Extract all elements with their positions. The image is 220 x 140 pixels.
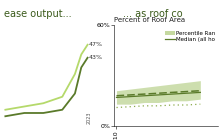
Text: ... as roof co: ... as roof co [123,9,183,19]
Text: 47%: 47% [89,42,103,47]
Text: 2023: 2023 [87,112,92,124]
Text: ease output...: ease output... [4,9,72,19]
Legend: Percentile Ran, Median (all ho: Percentile Ran, Median (all ho [164,30,216,43]
Text: 43%: 43% [89,55,103,60]
Text: Percent of Roof Area: Percent of Roof Area [114,17,185,23]
